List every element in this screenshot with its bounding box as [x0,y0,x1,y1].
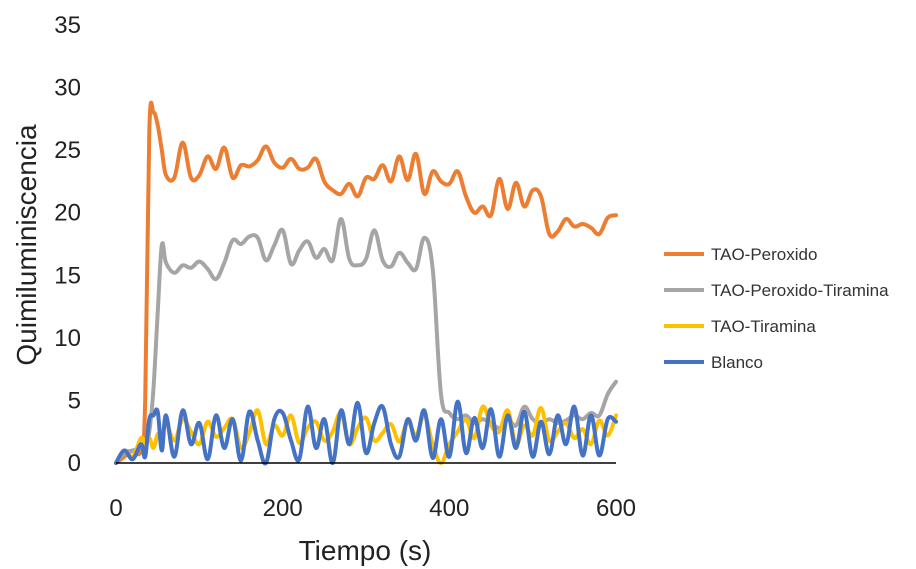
legend-item: TAO-Peroxido [664,245,817,264]
legend-label: TAO-Tiramina [711,317,816,336]
legend-item: TAO-Peroxido-Tiramina [664,281,889,300]
x-tick-label: 0 [109,495,122,522]
y-tick-label: 10 [54,325,81,352]
legend-label: TAO-Peroxido-Tiramina [711,281,889,300]
x-axis-ticks: 0 200 400 600 [109,495,636,522]
series-line-tao-peroxido [114,100,618,465]
legend-label: TAO-Peroxido [711,245,817,264]
series-line-blanco [114,399,618,466]
y-tick-label: 0 [68,450,81,477]
x-tick-label: 400 [429,495,469,522]
x-tick-label: 200 [263,495,303,522]
y-tick-label: 15 [54,262,81,289]
x-axis-title: Tiempo (s) [299,535,432,566]
series-line-tao-peroxido-tiramina [114,216,618,465]
x-tick-label: 600 [596,495,636,522]
y-tick-label: 20 [54,200,81,227]
y-tick-label: 25 [54,137,81,164]
legend-item: TAO-Tiramina [664,317,816,336]
legend: TAO-Peroxido TAO-Peroxido-Tiramina TAO-Tir… [664,245,889,372]
y-tick-label: 35 [54,12,81,39]
y-axis-title: Quimiluminiscencia [11,124,42,366]
y-axis-ticks: 0 5 10 15 20 25 30 35 [54,12,81,477]
series-layer [114,100,618,466]
y-tick-label: 5 [68,387,81,414]
y-tick-label: 30 [54,75,81,102]
legend-label: Blanco [711,353,763,372]
legend-item: Blanco [664,353,763,372]
axis-layer: 0 200 400 600 0 5 10 15 20 25 30 35 Tiempo (s) Qui… [11,12,636,566]
